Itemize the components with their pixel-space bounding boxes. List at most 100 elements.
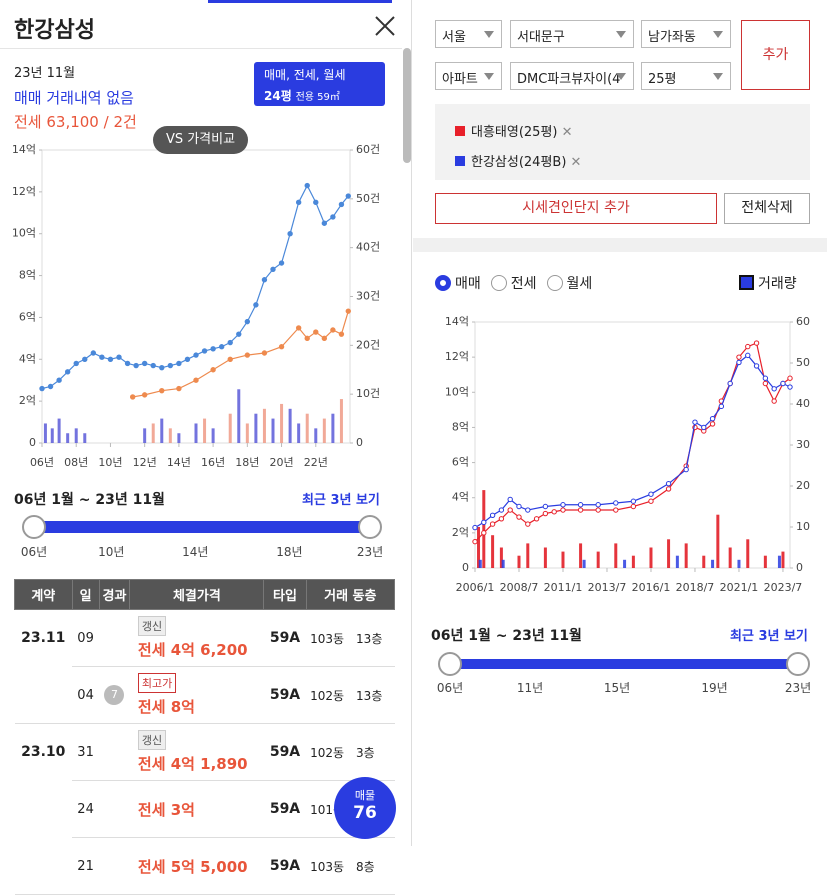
dropdown[interactable]: DMC파크뷰자이(4 (510, 62, 634, 90)
price-point (218, 344, 225, 350)
floor: 13층 (356, 688, 383, 703)
price-point (99, 354, 105, 360)
price-point (159, 364, 165, 371)
y-tick-label: 12억 (445, 350, 469, 363)
volume-bar (83, 433, 87, 443)
price: 전세 4억 6,200 (137, 641, 248, 659)
y-tick-label: 14억 (12, 143, 36, 156)
y-tick-label: 2억 (452, 526, 469, 539)
volume-bar (543, 547, 547, 568)
dropdown[interactable]: 남가좌동 (641, 20, 731, 48)
tag-text: 한강삼성(24평B) (471, 155, 567, 170)
add-button[interactable]: 추가 (741, 20, 810, 90)
radio[interactable]: 매매 (435, 273, 481, 293)
volume-bar (254, 413, 258, 443)
mode-radios: 매매 전세 월세 (435, 273, 592, 293)
x-tick-label: 18년 (235, 456, 259, 469)
listing-label: 매물 (354, 789, 376, 802)
volume-bar (777, 555, 781, 568)
price-point (338, 201, 345, 208)
price-point (330, 327, 336, 333)
slider-handle[interactable] (438, 652, 462, 676)
y2-tick-label: 20 (796, 479, 810, 492)
slider-handle[interactable] (786, 652, 810, 676)
price-point (64, 369, 71, 375)
slider-track (34, 521, 370, 533)
slider-handle[interactable] (22, 515, 46, 539)
price-point (762, 380, 769, 387)
filter-button[interactable]: 매매, 전세, 월세 24평 전용 59㎡ (254, 62, 385, 106)
recent-button[interactable]: 최근 3년 보기 (302, 493, 380, 508)
volume-bar (596, 551, 600, 568)
price-point (330, 214, 336, 220)
y-tick-label: 4억 (452, 491, 469, 504)
elapsed-cell (99, 609, 130, 667)
location: 103동 8층 (306, 837, 395, 895)
elapsed-cell (99, 723, 130, 781)
price-point (47, 383, 54, 390)
radio[interactable]: 월세 (546, 273, 592, 293)
tag-color (455, 156, 465, 166)
price-point (577, 507, 584, 513)
price-point (481, 519, 487, 526)
volume-bar (228, 413, 232, 443)
price-point (507, 507, 513, 513)
price-point (613, 500, 619, 506)
volume-bar (649, 547, 653, 568)
radio[interactable]: 전세 (490, 273, 537, 293)
y2-tick-label: 0 (796, 561, 803, 574)
y-tick-label: 8억 (452, 420, 469, 433)
y2-tick-label: 40건 (356, 241, 380, 254)
price-point (345, 308, 351, 314)
volume-bar (499, 547, 503, 568)
volume-toggle[interactable]: 거래량 (739, 273, 797, 293)
recent-button[interactable]: 최근 3년 보기 (730, 629, 808, 644)
y2-tick-label: 50 (796, 356, 810, 369)
price-point (278, 344, 285, 350)
price-point (665, 480, 672, 487)
slider-handle[interactable] (358, 515, 382, 539)
month: 23.10 (14, 723, 73, 895)
price-point (39, 385, 45, 392)
delete-all-button[interactable]: 전체삭제 (724, 193, 810, 224)
listing-button[interactable]: 매물 76 (334, 777, 396, 839)
price-cell: 전세 5억 5,000 (129, 837, 264, 895)
dropdown[interactable]: 서울 (435, 20, 502, 48)
x-tick-label: 20년 (269, 456, 293, 469)
volume-bar (203, 418, 207, 443)
location: 102동 13층 (306, 666, 395, 724)
scrollbar[interactable] (403, 48, 411, 163)
volume-bar (561, 551, 565, 568)
location: 102동 3층 (306, 723, 395, 781)
table-row: 23.11 09 갱신 전세 4억 6,200 59A 103동 13층 (14, 609, 395, 724)
price-point (176, 385, 182, 392)
price-point (595, 507, 601, 513)
dropdown[interactable]: 서대문구 (510, 20, 634, 48)
slider-label: 23년 (784, 681, 812, 695)
day: 09 (72, 609, 100, 667)
right-panel: 서울 서대문구 남가좌동 아파트 DMC파크뷰자이(4 25평 추가 대흥태영(… (413, 0, 827, 846)
volume-bar (684, 543, 688, 568)
x-tick-label: 2008/7 (500, 581, 539, 594)
add-complex-button[interactable]: 시세견인단지 추가 (435, 193, 717, 224)
radio-circle (546, 275, 563, 291)
tag-remove[interactable]: ✕ (561, 125, 573, 140)
dropdown[interactable]: 25평 (641, 62, 731, 90)
price-point (753, 340, 760, 346)
y-tick-label: 8억 (19, 269, 36, 282)
y-tick-label: 6억 (452, 456, 469, 469)
price-point (780, 380, 786, 387)
price-point (321, 335, 328, 342)
tag-remove[interactable]: ✕ (570, 155, 582, 170)
x-tick-label: 2021/1 (720, 581, 759, 594)
volume-bar (746, 539, 750, 568)
floor: 13층 (356, 631, 383, 646)
compare-button[interactable]: VS 가격비교 (153, 126, 248, 154)
dropdown[interactable]: 아파트 (435, 62, 502, 90)
price-point (73, 360, 79, 367)
close-button[interactable] (374, 15, 396, 37)
price-point (210, 367, 216, 373)
price-point (762, 375, 769, 381)
price-point (141, 360, 148, 367)
price-point (551, 509, 557, 515)
